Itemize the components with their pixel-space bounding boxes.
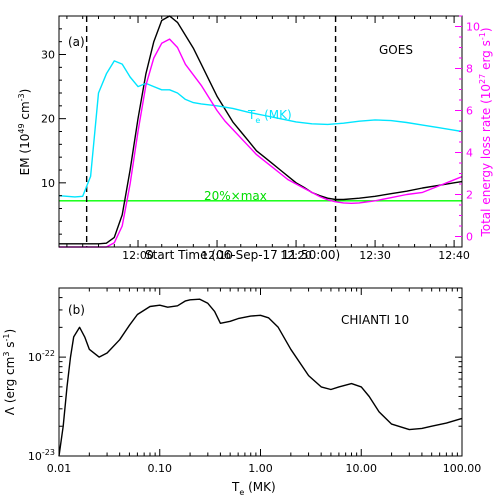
panel-a-right-tick-label: 0: [466, 231, 473, 244]
threshold-label: 20%×max: [204, 189, 267, 203]
em-series-line: [59, 15, 463, 245]
panel-a-data: [58, 15, 463, 248]
panel-b-tick-labels: 0.01 0.10 1.00 10.00 100.00 10-23 10-22: [28, 349, 481, 475]
panel-a-x-tick-label: 12:30: [359, 249, 391, 262]
panel-a-x-axis-title: Start Time (06-Sep-17 11:50:00): [145, 248, 340, 262]
panel-a-label: (a): [68, 35, 85, 49]
panel-a-x-tick-label: 12:00: [122, 249, 154, 262]
panel-a-right-tick-label: 2: [466, 189, 473, 202]
panel-b-x-tick-label: 0.01: [47, 462, 72, 475]
lambda-series-line: [58, 298, 463, 457]
panel-a-x-tick-label: 12:40: [438, 249, 470, 262]
panel-a-left-tick-label: 30: [41, 49, 55, 62]
panel-a-x-tick-label: 12:20: [280, 249, 312, 262]
panel-b-y-axis-title: Λ (erg cm3 s-1): [2, 329, 17, 415]
panel-a-right-tick-label: 10: [466, 21, 480, 34]
panel-a-annotation: GOES: [379, 43, 413, 57]
panel-a-left-axis-title: EM (1049 cm-3): [17, 89, 32, 176]
panel-a-right-tick-label: 6: [466, 105, 473, 118]
panel-a-left-tick-label: 20: [41, 113, 55, 126]
panel-a: (a) GOES 12:00 12:10 12:20 12:30 12:40102030…: [17, 15, 493, 263]
panel-b-x-axis-title: Te (MK): [231, 480, 276, 497]
te-series-line: [58, 60, 463, 198]
panel-a-x-tick-label: 12:10: [201, 249, 233, 262]
panel-b-data: [58, 298, 463, 457]
panel-b-ticks: [58, 288, 463, 457]
panel-b-x-tick-label: 100.00: [443, 462, 482, 475]
panel-b-y-tick-label: 10-23: [28, 448, 55, 463]
panel-a-ticks: [59, 15, 462, 247]
panel-a-right-axis-title: Total energy loss rate (1027 erg s-1): [478, 27, 493, 237]
panel-b-annotation: CHIANTI 10: [341, 313, 409, 327]
panel-a-tick-labels: 12:00 12:10 12:20 12:30 12:40 10 20 30 0 2 4 6 8 10: [41, 21, 480, 263]
panel-a-left-tick-label: 10: [41, 177, 55, 190]
panel-b: (b) CHIANTI 10 0.01 0.10 1.00 10.00 100.00 10…: [2, 287, 481, 497]
panel-a-right-tick-label: 4: [466, 147, 473, 160]
panel-b-x-tick-label: 1.00: [248, 462, 273, 475]
loss-series-line: [59, 38, 463, 248]
panel-b-label: (b): [68, 303, 85, 317]
panel-b-x-tick-label: 0.10: [148, 462, 173, 475]
te-series-label: Te (MK): [247, 108, 292, 125]
panel-b-y-tick-label: 10-22: [28, 349, 55, 364]
panel-a-right-tick-label: 8: [466, 63, 473, 76]
panel-b-x-tick-label: 10.00: [346, 462, 378, 475]
